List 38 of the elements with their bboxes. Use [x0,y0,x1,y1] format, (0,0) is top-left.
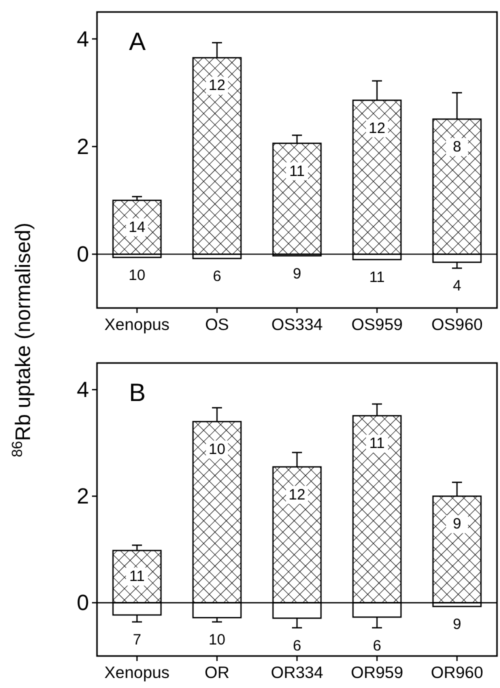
x-tick-label: OS959 [351,316,403,334]
x-tick-label: Xenopus [104,316,170,334]
y-tick-label: 2 [76,134,89,160]
annotation: 11 [129,568,145,586]
annotation: 9 [452,616,462,633]
annotation: 12 [288,486,306,504]
annotation: 11 [289,162,305,180]
x-tick-label: OS [205,316,229,334]
y-tick-label: 4 [76,26,89,52]
annotation: 10 [208,631,226,648]
annotation: 12 [208,77,226,94]
x-tick-label: OR959 [350,664,404,682]
annotation: 14 [128,218,146,236]
y-tick-label: 2 [76,484,89,509]
annotation: 10 [208,441,226,458]
x-tick-label: OR [204,664,230,682]
annotation: 9 [292,265,302,282]
x-tick-label: Xenopus [104,664,170,682]
annotation: 11 [369,269,385,286]
annotation: 4 [452,278,462,295]
x-tick-label: OS960 [431,316,483,334]
annotation: 6 [372,637,382,654]
text: B [129,379,146,407]
y-tick-label: 0 [76,242,89,267]
annotation: 6 [212,268,222,285]
x-tick-label: OR960 [430,664,484,682]
annotation: 8 [452,138,462,156]
y-tick-label: 4 [76,377,89,402]
y-tick-label: 0 [76,590,89,616]
text: A [129,28,146,56]
annotation: 10 [128,266,146,284]
x-tick-label: OR334 [270,664,324,682]
annotation: 11 [369,435,385,452]
annotation: 9 [452,516,462,533]
annotation: 6 [292,637,302,654]
annotation: 7 [132,631,142,648]
x-tick-label: OS334 [271,316,323,334]
annotation: 12 [368,120,386,137]
